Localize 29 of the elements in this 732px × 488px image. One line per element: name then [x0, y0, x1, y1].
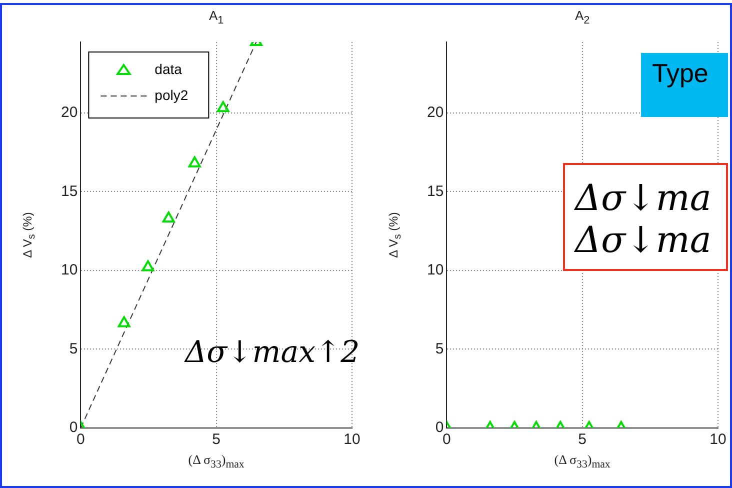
y-tick-label: 5 — [69, 340, 78, 358]
legend-label: data — [154, 60, 182, 77]
chart-title: A$_{2}$ — [574, 8, 590, 27]
point — [162, 211, 175, 222]
annotation: Δσ↓max↑2 — [185, 335, 360, 370]
y-tick-label: 10 — [60, 262, 78, 279]
annotation: Type — [652, 58, 708, 89]
x-axis-title: (Δ σ$_{33}$)$_{max}$ — [188, 452, 244, 471]
y-tick-label: 5 — [435, 340, 444, 358]
legend-label: poly2 — [154, 86, 188, 103]
x-axis-title: (Δ σ$_{33}$)$_{max}$ — [554, 452, 610, 471]
y-tick-label: 10 — [426, 262, 444, 279]
y-tick-label: 15 — [426, 182, 444, 200]
x-tick-label: 5 — [212, 431, 221, 448]
annotation: Δσ↓ma — [575, 220, 712, 261]
y-tick-label: 20 — [426, 104, 444, 122]
x-tick-label: 5 — [578, 431, 587, 448]
y-tick-label: 15 — [60, 182, 78, 200]
chart-title: A$_{1}$ — [208, 8, 224, 27]
annotation: Δσ↓ma — [575, 178, 712, 219]
point — [118, 316, 130, 328]
y-tick-label: 0 — [435, 419, 444, 436]
point — [188, 156, 201, 168]
point — [142, 260, 154, 272]
point — [216, 101, 230, 112]
x-tick-label: 10 — [710, 431, 726, 448]
y-tick-label: 20 — [60, 104, 78, 122]
y-tick-label: 0 — [69, 419, 78, 436]
x-tick-label: 10 — [344, 431, 360, 448]
